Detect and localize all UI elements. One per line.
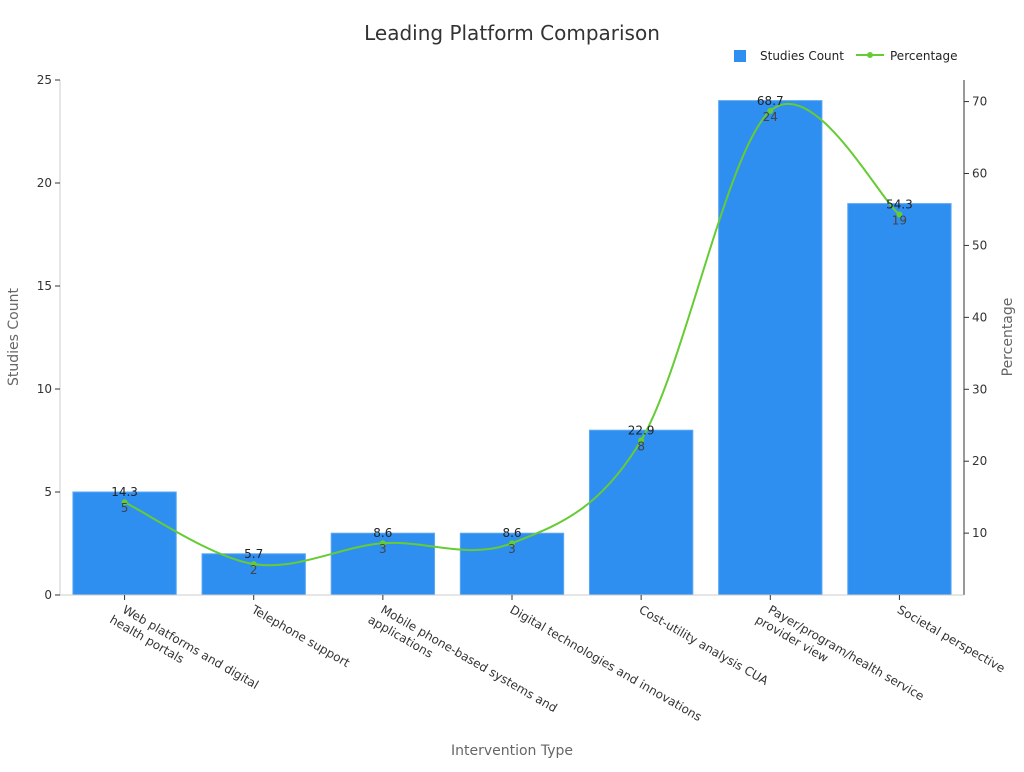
y-tick-label-left: 0: [44, 588, 52, 602]
count-data-label: 3: [379, 542, 387, 556]
y-tick-label-left: 25: [37, 73, 52, 87]
y-tick-label-left: 10: [37, 382, 52, 396]
legend-label-bar: Studies Count: [760, 49, 844, 63]
line-point: [379, 540, 386, 547]
y-axis-title-right: Percentage: [1000, 298, 1016, 377]
y-tick-label-right: 50: [972, 238, 987, 252]
line-point: [250, 561, 257, 568]
legend-label-line: Percentage: [890, 49, 958, 63]
y-axis-title-left: Studies Count: [6, 288, 22, 386]
y-tick-label-right: 10: [972, 526, 987, 540]
line-point: [121, 499, 128, 506]
percentage-data-label: 14.3: [111, 485, 138, 499]
x-tick-label: Web platforms and digitalhealth portals: [107, 599, 261, 704]
percentage-data-label: 22.9: [628, 423, 655, 437]
count-data-label: 19: [892, 214, 907, 228]
bar: [588, 429, 694, 596]
line-point: [509, 540, 515, 547]
y-tick-label-right: 20: [972, 454, 987, 468]
count-data-label: 3: [508, 542, 516, 556]
line-point: [896, 211, 903, 218]
percentage-data-label: 5.7: [244, 547, 263, 561]
percentage-data-label: 54.3: [886, 198, 913, 212]
percentage-data-label: 8.6: [502, 526, 521, 540]
line-point: [638, 437, 645, 444]
y-tick-label-right: 60: [972, 167, 987, 181]
y-tick-label-right: 70: [972, 95, 987, 109]
line-point: [767, 107, 774, 114]
bar: [201, 553, 306, 596]
x-axis-title: Intervention Type: [451, 743, 573, 759]
count-data-label: 5: [121, 501, 129, 515]
percentage-data-label: 68.7: [757, 94, 784, 108]
chart-title: Leading Platform Comparison: [364, 21, 660, 45]
y-tick-label-right: 40: [972, 310, 987, 324]
count-data-label: 24: [763, 110, 778, 124]
x-tick-label: Societal perspective: [895, 602, 1007, 675]
y-tick-label-left: 20: [37, 176, 52, 190]
y-tick-label-left: 5: [44, 485, 52, 499]
legend-swatch-bar: [734, 50, 746, 62]
legend-line-marker: [867, 52, 873, 58]
count-data-label: 8: [637, 439, 645, 453]
percentage-data-label: 8.6: [373, 526, 392, 540]
bar: [718, 100, 823, 596]
x-tick-label: Telephone support: [248, 602, 352, 670]
bar: [72, 491, 177, 596]
y-tick-label-right: 30: [972, 382, 987, 396]
y-tick-label-left: 15: [37, 279, 52, 293]
x-tick-label: Cost-utility analysis CUA: [637, 602, 772, 688]
count-data-label: 2: [250, 563, 258, 577]
bar: [847, 203, 952, 596]
